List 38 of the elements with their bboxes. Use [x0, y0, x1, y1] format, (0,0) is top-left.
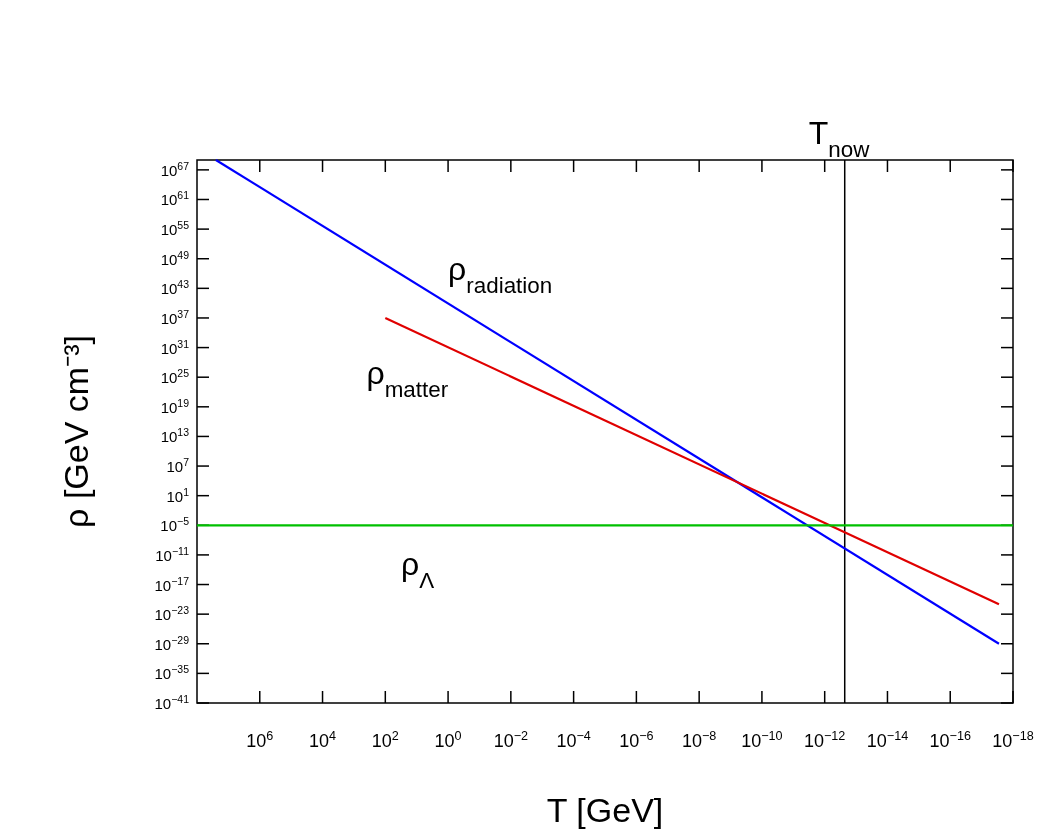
- y-tick-label: 10$^{49}$: [160, 248, 190, 268]
- y-tick-label: 10$^{25}$: [160, 367, 190, 387]
- x-tick-label: 10$^{−18}$: [992, 729, 1034, 751]
- y-tick-label: 10$^{−41}$: [154, 693, 190, 712]
- x-tick-label: 10$^{4}$: [309, 729, 337, 751]
- y-tick-label: 10$^{−5}$: [160, 515, 190, 535]
- y-tick-label: 10$^{55}$: [160, 219, 190, 239]
- x-tick-label: 10$^{0}$: [434, 729, 462, 751]
- series-label: ρ$_{radiation}$: [448, 250, 553, 298]
- series-label: ρ$_{matter}$: [366, 354, 449, 402]
- y-tick-label: 10$^{61}$: [160, 189, 190, 209]
- series-label: ρ$_{Λ}$: [401, 546, 435, 593]
- y-tick-label: 10$^{67}$: [160, 159, 190, 179]
- x-tick-label: 10$^{−4}$: [556, 729, 591, 751]
- y-tick-label: 10$^{13}$: [160, 426, 190, 446]
- x-tick-label: 10$^{−10}$: [741, 729, 783, 751]
- x-tick-label: 10$^{6}$: [246, 729, 274, 751]
- y-tick-label: 10$^{−29}$: [154, 633, 190, 653]
- y-tick-label: 10$^{−17}$: [154, 574, 190, 594]
- x-tick-label: 10$^{−8}$: [681, 729, 717, 751]
- x-tick-label: 10$^{−6}$: [619, 729, 654, 751]
- ref-line-label: T$_{now}$: [808, 115, 871, 162]
- y-tick-label: 10$^{19}$: [160, 396, 190, 416]
- x-tick-label: 10$^{−14}$: [866, 729, 909, 751]
- y-tick-label: 10$^{7}$: [166, 456, 190, 476]
- y-tick-label: 10$^{43}$: [160, 278, 190, 298]
- y-tick-label: 10$^{−35}$: [154, 663, 190, 683]
- y-tick-label: 10$^{−11}$: [155, 544, 190, 564]
- y-axis-title: ρ [GeV cm⁻³]: [57, 335, 95, 528]
- x-tick-label: 10$^{−2}$: [493, 729, 529, 751]
- x-tick-label: 10$^{−16}$: [929, 729, 971, 751]
- x-axis-title: T [GeV]: [546, 791, 664, 829]
- y-tick-label: 10$^{31}$: [160, 337, 190, 357]
- y-tick-label: 10$^{1}$: [166, 485, 190, 505]
- y-tick-label: 10$^{37}$: [160, 307, 190, 327]
- x-tick-label: 10$^{2}$: [371, 729, 399, 751]
- y-tick-label: 10$^{−23}$: [154, 604, 190, 624]
- x-tick-label: 10$^{−12}$: [803, 729, 846, 751]
